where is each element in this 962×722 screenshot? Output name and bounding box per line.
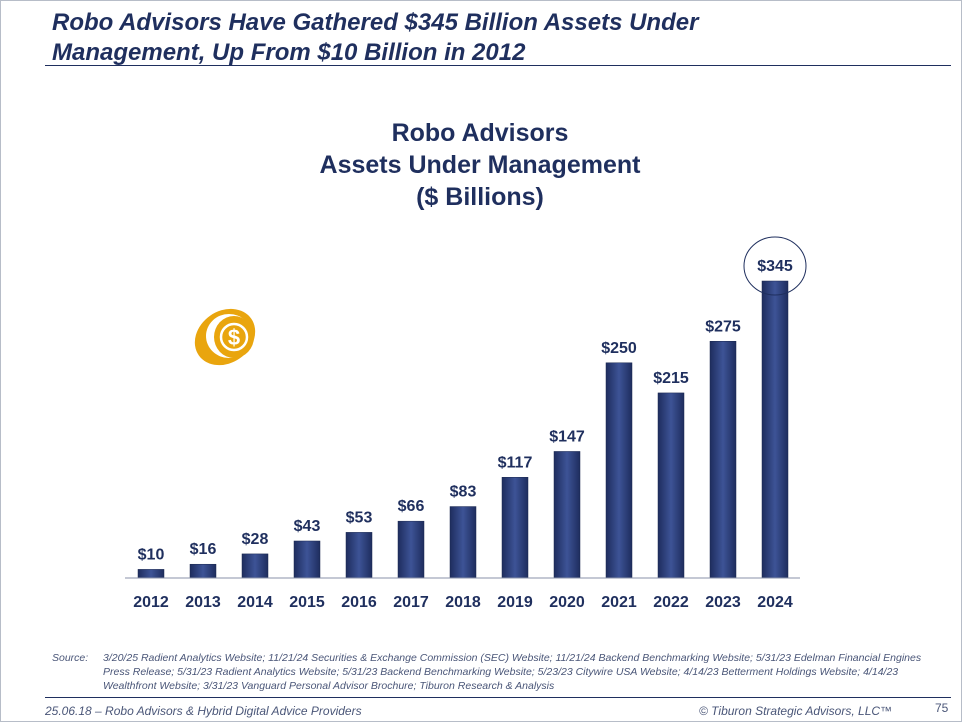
data-label-2024: $345: [757, 258, 793, 275]
bar-2016: [345, 532, 373, 579]
x-tick-2024: 2024: [757, 594, 793, 611]
svg-text:$: $: [228, 325, 240, 350]
bars-layer: [137, 280, 789, 579]
data-label-2016: $53: [346, 509, 373, 526]
x-tick-2017: 2017: [393, 594, 429, 611]
headline-divider: [45, 65, 951, 66]
headline-line-1: Robo Advisors Have Gathered $345 Billion…: [52, 9, 699, 36]
bar-2021: [605, 362, 633, 579]
data-label-2019: $117: [498, 454, 533, 471]
bar-2012: [137, 569, 165, 579]
page-number: 75: [935, 701, 949, 715]
footer-copyright: © Tiburon Strategic Advisors, LLC™: [699, 704, 893, 718]
data-label-2020: $147: [549, 428, 585, 445]
bar-2020: [553, 451, 581, 579]
data-label-2015: $43: [294, 518, 321, 535]
data-label-2012: $10: [138, 546, 165, 563]
data-label-2017: $66: [398, 498, 425, 515]
x-tick-2018: 2018: [445, 594, 481, 611]
source-text: 3/20/25 Radient Analytics Website; 11/21…: [103, 652, 922, 692]
x-tick-2022: 2022: [653, 594, 689, 611]
x-tick-2014: 2014: [237, 594, 273, 611]
footer-divider: [45, 697, 951, 698]
bar-2013: [189, 563, 217, 579]
bar-2018: [449, 506, 477, 579]
data-labels-layer: $10 $16 $28 $43 $53 $66 $83 $117 $147 $250 $215 $27…: [138, 236, 807, 563]
chart-title: Robo Advisors Assets Under Management ($…: [280, 117, 680, 213]
headline-line-2: Management, Up From $10 Billion in 2012: [52, 39, 526, 66]
bar-2017: [397, 520, 425, 579]
x-tick-2016: 2016: [341, 594, 377, 611]
x-tick-2021: 2021: [601, 594, 637, 611]
x-tick-2012: 2012: [133, 594, 169, 611]
bar-2019: [501, 477, 529, 579]
slide-headline: Robo Advisors Have Gathered $345 Billion…: [52, 8, 912, 68]
bar-2014: [241, 553, 269, 579]
dollar-coin-icon: $: [194, 308, 256, 366]
bar-2015: [293, 540, 321, 579]
x-tick-2023: 2023: [705, 594, 741, 611]
data-label-2018: $83: [450, 484, 477, 501]
x-tick-labels-layer: 2012 2013 2014 2015 2016 2017 2018 2019 2020 2021…: [133, 594, 793, 611]
data-label-2013: $16: [190, 541, 217, 558]
bar-2022: [657, 392, 685, 579]
data-label-2014: $28: [242, 531, 269, 548]
footer-left-text: 25.06.18 – Robo Advisors & Hybrid Digita…: [45, 704, 362, 718]
bar-2023: [709, 341, 737, 579]
data-label-2023: $275: [705, 318, 741, 335]
x-tick-2020: 2020: [549, 594, 585, 611]
data-label-2022: $215: [653, 370, 689, 387]
bar-2024: [761, 280, 789, 579]
highlight-circle: [743, 236, 807, 296]
x-tick-2015: 2015: [289, 594, 325, 611]
x-tick-2019: 2019: [497, 594, 533, 611]
chart-title-line-3: ($ Billions): [416, 183, 544, 211]
x-tick-2013: 2013: [185, 594, 221, 611]
data-label-2021: $250: [601, 340, 637, 357]
chart-title-line-1: Robo Advisors: [391, 119, 569, 147]
source-label: Source:: [52, 652, 89, 664]
chart-title-line-2: Assets Under Management: [319, 151, 641, 179]
